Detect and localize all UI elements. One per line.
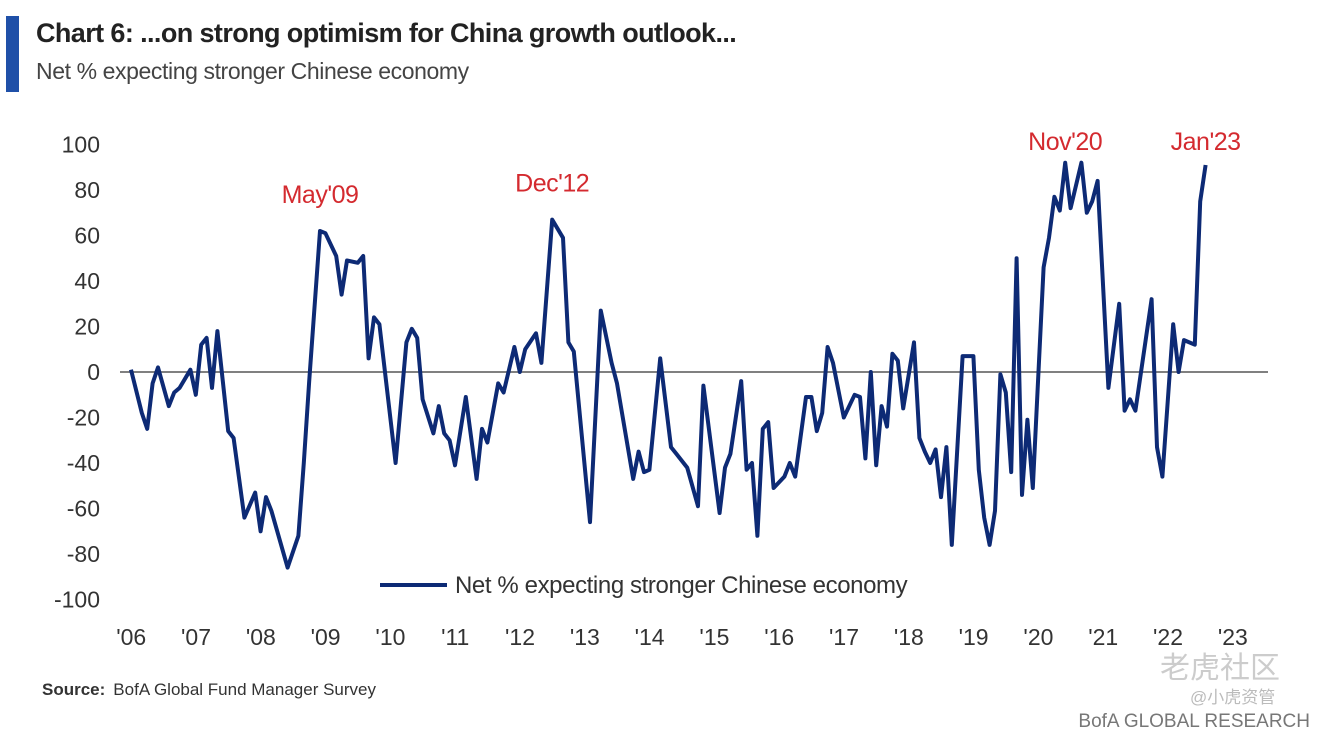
y-tick-label: 60 xyxy=(74,223,100,249)
x-tick-label: '10 xyxy=(375,624,405,650)
x-tick-label: '23 xyxy=(1218,624,1248,650)
y-tick-label: -20 xyxy=(67,405,100,431)
x-tick-label: '07 xyxy=(181,624,211,650)
x-tick-label: '12 xyxy=(505,624,535,650)
x-tick-label: '16 xyxy=(764,624,794,650)
legend-label: Net % expecting stronger Chinese economy xyxy=(455,572,908,599)
accent-bar xyxy=(6,16,19,92)
x-tick-label: '20 xyxy=(1023,624,1053,650)
x-tick-label: '09 xyxy=(311,624,341,650)
source-note: Source: BofA Global Fund Manager Survey xyxy=(42,680,376,700)
x-tick-label: '14 xyxy=(635,624,665,650)
x-tick-label: '17 xyxy=(829,624,859,650)
peak-annotation: Nov'20 xyxy=(1028,128,1102,156)
x-tick-label: '22 xyxy=(1153,624,1183,650)
y-tick-label: 40 xyxy=(74,268,100,294)
x-tick-label: '06 xyxy=(116,624,146,650)
brand-footer: BofA GLOBAL RESEARCH xyxy=(1078,711,1310,732)
y-tick-label: -60 xyxy=(67,496,100,522)
y-tick-label: -80 xyxy=(67,541,100,567)
peak-annotation: Jan'23 xyxy=(1171,128,1241,156)
source-label: Source: xyxy=(42,680,106,699)
peak-annotation: May'09 xyxy=(282,181,359,209)
chart-title: Chart 6: ...on strong optimism for China… xyxy=(36,18,737,48)
x-tick-label: '21 xyxy=(1088,624,1118,650)
y-tick-label: -40 xyxy=(67,450,100,476)
x-tick-label: '19 xyxy=(959,624,989,650)
x-tick-label: '13 xyxy=(570,624,600,650)
x-tick-label: '18 xyxy=(894,624,924,650)
series-line xyxy=(129,160,1208,570)
chart-subtitle: Net % expecting stronger Chinese economy xyxy=(36,58,469,84)
y-tick-label: 20 xyxy=(74,314,100,340)
y-tick-label: 100 xyxy=(62,132,100,158)
y-tick-label: 80 xyxy=(74,177,100,203)
watermark-handle: @小虎资管 xyxy=(1190,688,1276,707)
y-tick-label: 0 xyxy=(87,359,100,385)
watermark-logo: 老虎社区 xyxy=(1160,652,1280,685)
x-tick-label: '15 xyxy=(699,624,729,650)
x-tick-label: '08 xyxy=(246,624,276,650)
y-tick-label: -100 xyxy=(54,587,100,613)
x-tick-label: '11 xyxy=(441,624,469,650)
peak-annotation: Dec'12 xyxy=(515,170,589,198)
source-text: BofA Global Fund Manager Survey xyxy=(113,680,376,699)
